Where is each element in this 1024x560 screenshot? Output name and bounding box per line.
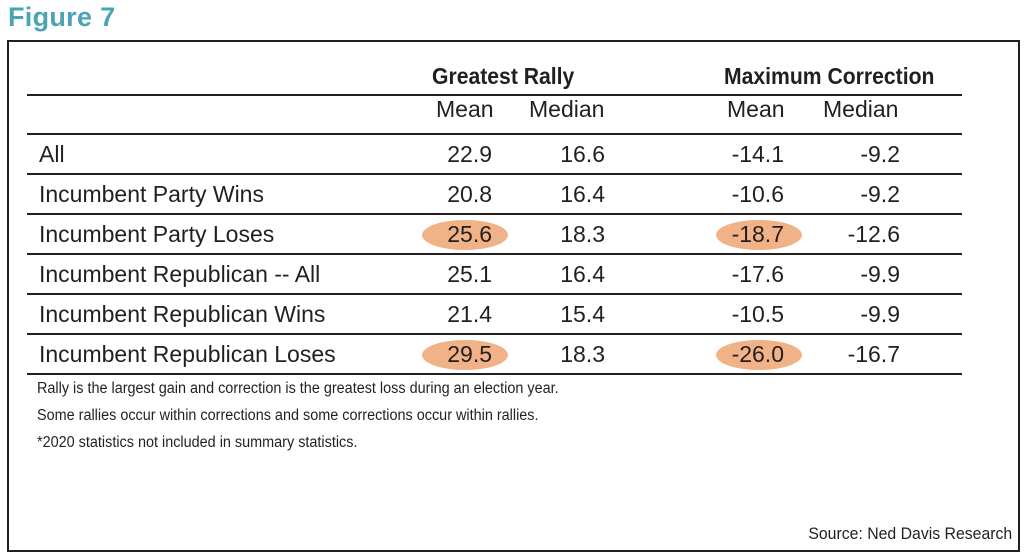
figure-title: Figure 7	[8, 2, 116, 32]
subheader-rally-median: Median	[529, 96, 605, 122]
row-label: Incumbent Party Wins	[39, 181, 264, 207]
row-rule	[27, 373, 962, 375]
rally-mean-cell: 25.6	[447, 221, 492, 247]
note-line-3: *2020 statistics not included in summary…	[37, 434, 358, 451]
rally-median-cell: 16.4	[560, 181, 605, 207]
highlight-ellipse	[422, 340, 508, 370]
table-row: All 22.9 16.6 -14.1 -9.2	[0, 135, 1024, 175]
row-rule	[27, 213, 962, 215]
rally-median-cell: 16.4	[560, 261, 605, 287]
correction-mean-cell: -10.6	[731, 181, 784, 207]
correction-mean-cell: -17.6	[731, 261, 784, 287]
table-row: Incumbent Republican Wins 21.4 15.4 -10.5 -9…	[0, 295, 1024, 335]
rally-mean-cell: 21.4	[447, 301, 492, 327]
table-row: Incumbent Party Wins 20.8 16.4 -10.6 -9.2	[0, 175, 1024, 215]
highlight-ellipse	[716, 340, 802, 370]
row-label: Incumbent Republican Loses	[39, 341, 336, 367]
table-row: Incumbent Party Loses 25.6 18.3 -18.7 -12.6	[0, 215, 1024, 255]
subheader-correction-mean: Mean	[727, 96, 785, 122]
table-row: Incumbent Republican -- All 25.1 16.4 -17.6…	[0, 255, 1024, 295]
subheader-rule	[27, 133, 962, 135]
note-line-2: Some rallies occur within corrections an…	[37, 407, 539, 424]
row-label: Incumbent Party Loses	[39, 221, 275, 247]
row-rule	[27, 253, 962, 255]
source-credit: Source: Ned Davis Research	[808, 524, 1012, 543]
correction-median-cell: -16.7	[847, 341, 900, 367]
table-row: Incumbent Republican Loses 29.5 18.3 -26.0 -…	[0, 335, 1024, 375]
correction-mean-cell: -10.5	[731, 301, 784, 327]
correction-median-cell: -9.2	[860, 141, 900, 167]
subheader-rally-mean: Mean	[436, 96, 494, 122]
row-label: All	[39, 141, 65, 167]
header-maximum-correction: Maximum Correction	[724, 63, 935, 89]
correction-mean-cell: -14.1	[731, 141, 784, 167]
row-rule	[27, 173, 962, 175]
rally-mean-cell: 22.9	[447, 141, 492, 167]
row-label: Incumbent Republican Wins	[39, 301, 326, 327]
rally-mean-cell: 29.5	[447, 341, 492, 367]
correction-median-cell: -12.6	[847, 221, 900, 247]
row-label: Incumbent Republican -- All	[39, 261, 321, 287]
row-rule	[27, 333, 962, 335]
note-line-1: Rally is the largest gain and correction…	[37, 380, 559, 397]
highlight-ellipse	[422, 220, 508, 250]
table-frame	[7, 40, 1020, 552]
correction-median-cell: -9.9	[860, 301, 900, 327]
correction-median-cell: -9.2	[860, 181, 900, 207]
correction-mean-cell: -18.7	[731, 221, 784, 247]
rally-median-cell: 18.3	[560, 341, 605, 367]
header-rule	[27, 94, 962, 96]
rally-mean-cell: 25.1	[447, 261, 492, 287]
subheader-correction-median: Median	[823, 96, 899, 122]
row-rule	[27, 293, 962, 295]
highlight-ellipse	[716, 220, 802, 250]
rally-mean-cell: 20.8	[447, 181, 492, 207]
rally-median-cell: 18.3	[560, 221, 605, 247]
rally-median-cell: 16.6	[560, 141, 605, 167]
rally-median-cell: 15.4	[560, 301, 605, 327]
header-greatest-rally: Greatest Rally	[432, 63, 575, 89]
correction-median-cell: -9.9	[860, 261, 900, 287]
correction-mean-cell: -26.0	[731, 341, 784, 367]
